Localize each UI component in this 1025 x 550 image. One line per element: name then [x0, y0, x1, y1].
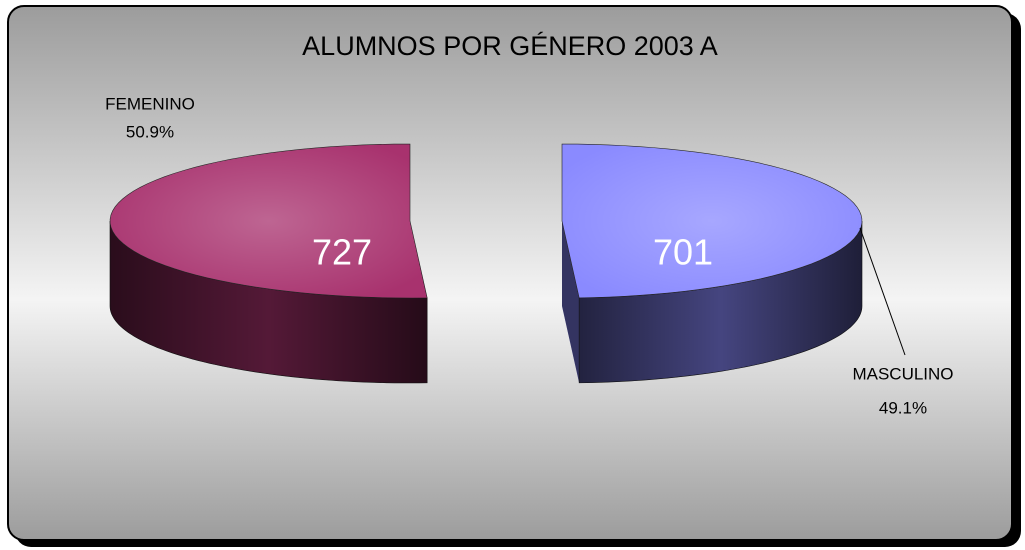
frame [7, 5, 1013, 541]
slice-cut-shade [562, 221, 580, 383]
chart-title: ALUMNOS POR GÉNERO 2003 A [302, 31, 718, 61]
category-label: MASCULINO [852, 364, 953, 383]
value-label: 727 [312, 232, 372, 273]
value-label: 701 [653, 232, 713, 273]
leader-line [859, 227, 906, 356]
percent-label: 50.9% [126, 122, 174, 141]
slice-top-shine [562, 144, 862, 298]
category-label: FEMENINO [105, 94, 195, 113]
slice-top-shine [110, 144, 428, 298]
percent-label: 49.1% [879, 398, 927, 417]
